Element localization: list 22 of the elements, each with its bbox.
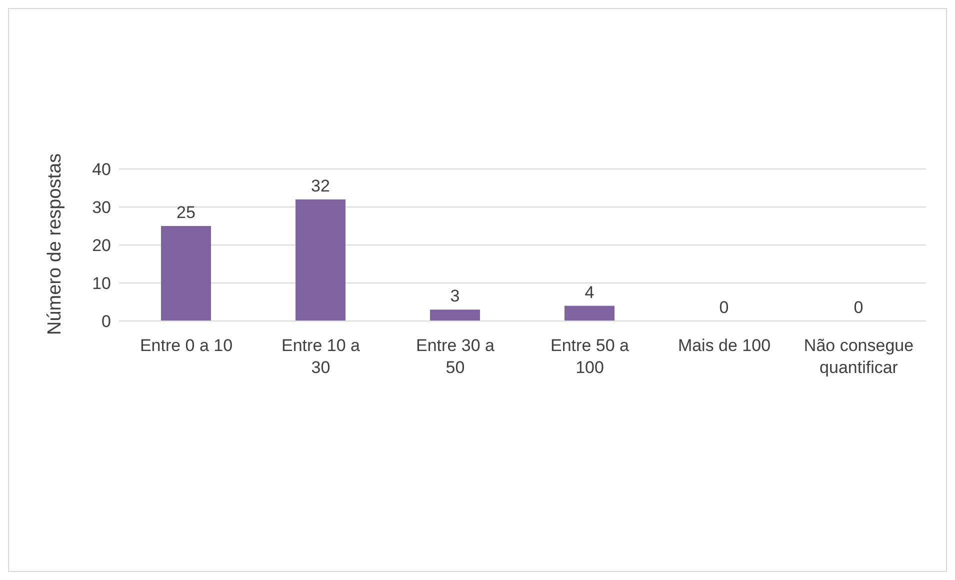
bar: [161, 226, 211, 321]
data-label: 25: [176, 203, 196, 222]
data-label: 32: [311, 176, 330, 196]
data-label: 0: [719, 298, 729, 317]
x-tick-label: Entre 50 a 100: [550, 336, 630, 377]
data-label: 0: [854, 298, 864, 317]
bar: [564, 306, 614, 321]
data-label: 4: [584, 282, 594, 302]
x-tick-label: Mais de 100: [678, 336, 771, 355]
x-tick-label: Entre 0 a 10: [140, 336, 233, 355]
data-label: 3: [450, 286, 460, 306]
y-tick-label: 30: [92, 198, 111, 218]
y-tick-label: 40: [92, 160, 111, 180]
y-tick-label: 0: [102, 312, 111, 332]
y-tick-label: 20: [92, 236, 111, 256]
x-tick-label: Não consegue quantificar: [804, 336, 914, 377]
bar: [296, 199, 346, 321]
x-tick-label: Entre 10 a 30: [282, 336, 361, 377]
y-tick-label: 10: [92, 274, 111, 294]
bar: [430, 310, 480, 321]
y-axis-title: Número de respostas: [44, 153, 66, 335]
x-tick-label: Entre 30 a 50: [416, 336, 496, 377]
